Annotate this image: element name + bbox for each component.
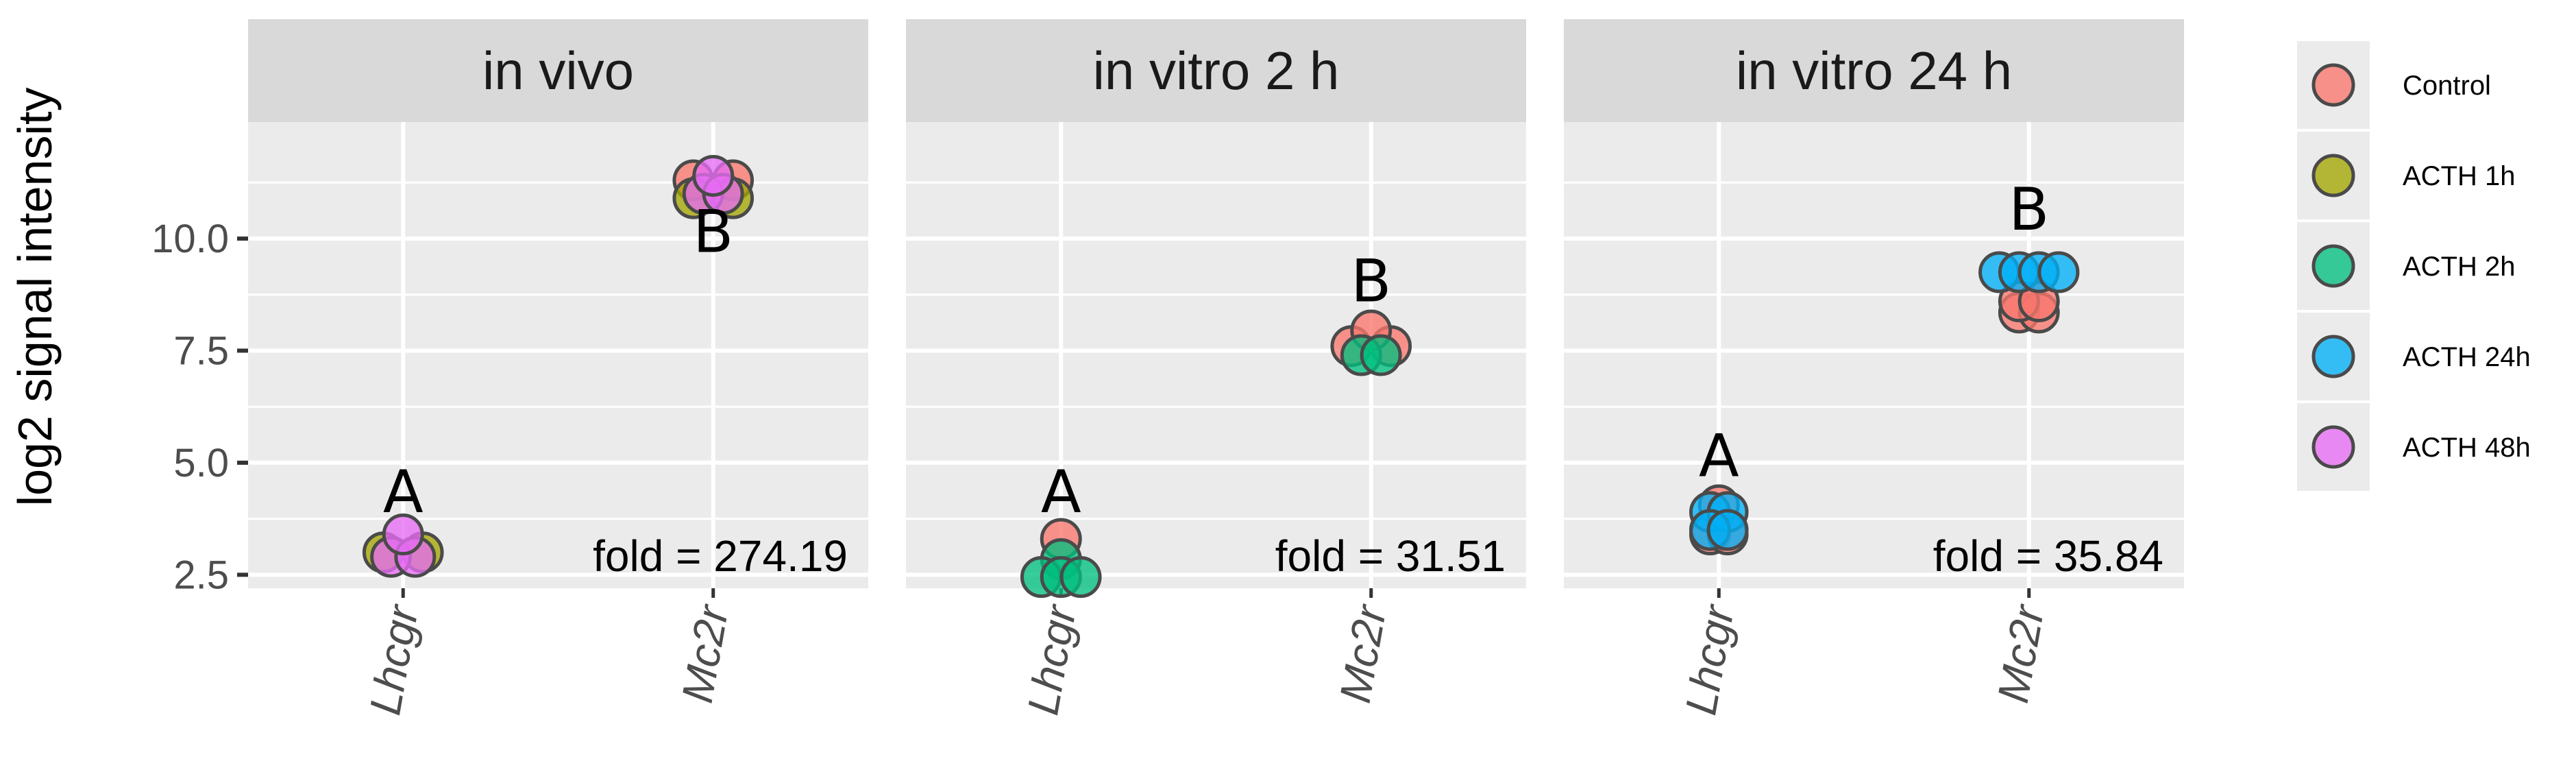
x-tick-label: Mc2r [672,600,738,706]
legend: Control ACTH 1h ACTH 2h ACTH 24h ACTH 48h [2297,41,2531,491]
data-point [692,154,735,197]
significance-letter: B [2009,176,2049,244]
x-tick-label: Lhcgr [1018,600,1085,718]
x-tick-label: Lhcgr [1676,600,1743,718]
y-tick-label: 5.0 [173,441,229,485]
panel-background [1564,122,2184,588]
legend-key-marker [2311,425,2355,469]
legend-label: ACTH 48h [2403,433,2531,463]
y-tick-label: 7.5 [173,328,229,373]
data-point [1059,556,1102,599]
significance-letter: A [383,458,424,527]
legend-key-marker [2311,244,2355,288]
panel-strip [906,19,1526,122]
y-tick-label: 2.5 [173,553,229,597]
legend-label: ACTH 24h [2403,342,2531,372]
data-point [1706,509,1749,551]
y-axis: 2.5 5.0 7.5 10.0 [151,217,248,597]
x-tick-label: Mc2r [1988,600,2054,706]
y-axis-label: log2 signal intensity [8,88,62,507]
data-point [382,514,424,556]
fold-annotation: fold = 274.19 [593,531,848,581]
legend-label: Control [2403,71,2491,101]
panel-background [906,122,1526,588]
legend-key-marker [2311,63,2355,107]
legend-item: ACTH 1h [2297,132,2516,219]
panel-background [248,122,868,588]
panel-strip [248,19,868,122]
legend-item: Control [2297,41,2491,129]
panel-title: in vitro 24 h [1736,40,2012,101]
panel-title: in vivo [482,40,634,101]
legend-item: ACTH 2h [2297,222,2516,310]
significance-letter: A [1041,458,1081,527]
data-point [1360,334,1402,376]
legend-key-marker [2311,335,2355,378]
significance-letter: A [1699,422,1739,491]
significance-letter: B [1351,247,1391,316]
fold-annotation: fold = 31.51 [1275,531,1506,581]
fold-annotation: fold = 35.84 [1933,531,2163,581]
legend-label: ACTH 2h [2403,252,2516,282]
y-tick-label: 10.0 [151,217,229,261]
x-tick-label: Lhcgr [360,600,428,718]
data-point [2037,251,2080,293]
significance-letter: B [693,198,733,267]
x-tick-label: Mc2r [1330,600,1396,706]
legend-item: ACTH 48h [2297,403,2531,491]
panel-strip [1564,19,2184,122]
legend-item: ACTH 24h [2297,313,2531,400]
panel-title: in vitro 2 h [1093,40,1340,101]
legend-label: ACTH 1h [2403,161,2516,191]
legend-key-marker [2311,154,2355,197]
